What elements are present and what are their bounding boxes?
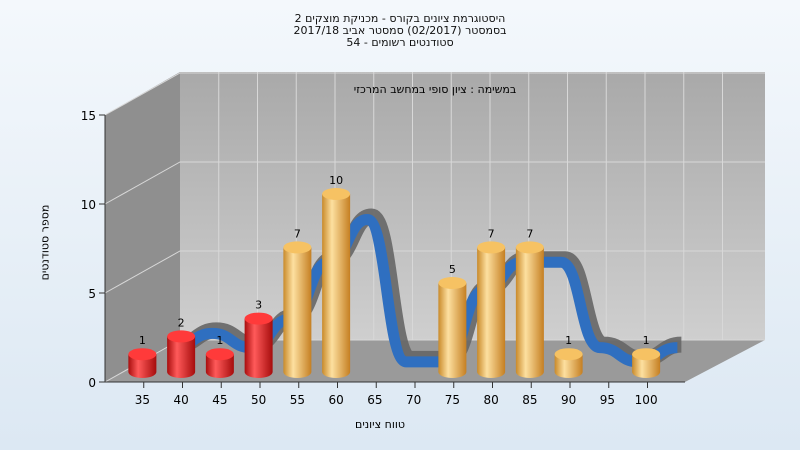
gridline-y [104, 250, 765, 294]
x-axis-label: טווח ציונים [355, 418, 405, 431]
bar-body [438, 283, 467, 378]
bar-top [632, 348, 661, 361]
bar-top [128, 348, 157, 361]
bar-value-label: 1 [216, 334, 223, 347]
bar-55: 7 [283, 227, 312, 378]
bar-value-label: 2 [178, 316, 185, 329]
bar-value-label: 7 [488, 227, 495, 240]
x-tick-label: 40 [173, 393, 188, 407]
bar-top [554, 348, 583, 361]
x-tick-label: 95 [600, 393, 615, 407]
x-tick-label: 100 [635, 393, 658, 407]
bar-top [244, 312, 273, 325]
bar-50: 3 [244, 299, 273, 378]
x-tick-label: 90 [561, 393, 576, 407]
gridline-y [104, 72, 765, 116]
bar-75: 5 [438, 263, 467, 378]
bar-body [554, 354, 583, 378]
bar-body [322, 194, 351, 378]
bar-body [632, 354, 661, 378]
chart-title-line2: בסמסטר (02/2017) סמסטר אביב 2017/18 [293, 24, 507, 37]
bar-top [205, 348, 234, 361]
chart-title-line3: סטודנטים רשומים - 54 [346, 36, 454, 49]
bar-top [167, 330, 196, 343]
bar-body [128, 354, 157, 378]
x-tick-label: 60 [328, 393, 343, 407]
bar-35: 1 [128, 334, 157, 378]
bar-60: 10 [322, 174, 351, 378]
x-tick-label: 35 [135, 393, 150, 407]
x-tick-label: 65 [367, 393, 382, 407]
bar-value-label: 5 [449, 263, 456, 276]
y-tick-label: 0 [88, 376, 96, 390]
chart-subtitle: במשימה : ציון סופי במחשב המרכזי [354, 83, 517, 96]
bar-top [515, 241, 544, 254]
chart-title-line1: היסטוגרמת ציונים בקורס - מכניקת מוצקים 2 [294, 12, 506, 25]
y-tick-label: 5 [88, 287, 96, 301]
bar-body [167, 336, 196, 378]
x-tick-label: 55 [290, 393, 305, 407]
bar-value-label: 1 [643, 334, 650, 347]
bar-top [477, 241, 506, 254]
y-tick-label: 10 [81, 198, 96, 212]
gridline-y [104, 161, 765, 205]
bar-40: 2 [167, 316, 196, 378]
bar-body [283, 247, 312, 378]
bar-value-label: 3 [255, 299, 262, 312]
bar-body [205, 354, 234, 378]
side-wall [105, 72, 180, 382]
x-tick-label: 45 [212, 393, 227, 407]
bar-top [438, 277, 467, 289]
bar-value-label: 10 [329, 174, 343, 187]
bar-value-label: 1 [139, 334, 146, 347]
bar-value-label: 7 [294, 227, 301, 240]
bar-90: 1 [554, 334, 583, 378]
bar-value-label: 1 [565, 334, 572, 347]
bar-45: 1 [205, 334, 234, 378]
bar-top [322, 188, 351, 200]
bar-body [477, 247, 506, 378]
x-tick-label: 75 [445, 393, 460, 407]
bar-value-label: 7 [526, 227, 533, 240]
x-tick-label: 50 [251, 393, 266, 407]
x-tick-label: 70 [406, 393, 421, 407]
y-tick-label: 15 [81, 109, 96, 123]
bar-body [515, 247, 544, 378]
bar-top [283, 241, 312, 254]
bar-80: 7 [477, 227, 506, 378]
bar-body [244, 318, 273, 378]
x-tick-label: 85 [522, 393, 537, 407]
bar-85: 7 [515, 227, 544, 378]
x-tick-label: 80 [483, 393, 498, 407]
bar-100: 1 [632, 334, 661, 378]
